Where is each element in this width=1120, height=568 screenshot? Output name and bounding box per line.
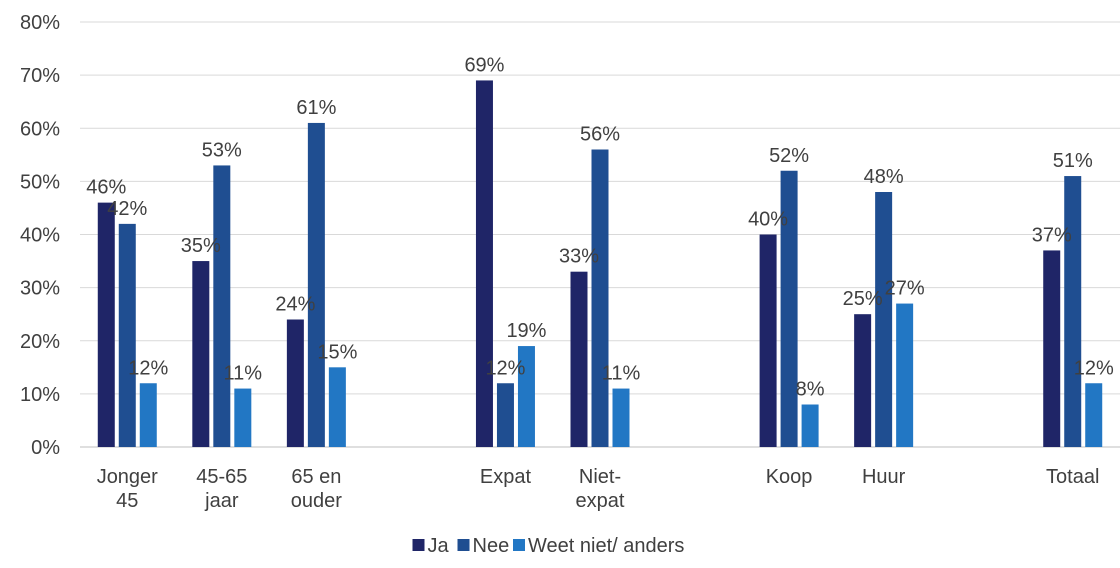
legend-item-weet-niet-anders: Weet niet/ anders: [513, 535, 684, 557]
bar-nee: [118, 223, 136, 447]
x-tick-label: Koop: [766, 466, 813, 488]
data-label: 25%: [843, 288, 883, 310]
bar-ja: [475, 80, 493, 447]
data-label: 11%: [224, 363, 263, 385]
bar-ja: [1043, 250, 1061, 447]
data-label: 61%: [296, 97, 336, 119]
data-label: 27%: [885, 278, 925, 300]
data-label: 56%: [580, 124, 620, 146]
legend-label: Weet niet/ anders: [528, 535, 684, 557]
legend-label: Nee: [473, 535, 510, 557]
bar-weet-niet-anders: [896, 303, 914, 447]
data-label: 8%: [796, 379, 825, 401]
bar-ja: [759, 234, 777, 447]
bars: [97, 80, 1103, 447]
bar-ja: [286, 319, 304, 447]
bar-weet-niet-anders: [612, 388, 630, 447]
legend: Ja Nee Weet niet/ anders: [412, 535, 684, 557]
data-label: 48%: [864, 166, 904, 188]
bar-ja: [854, 314, 872, 447]
legend-swatch: [412, 539, 425, 551]
bar-weet-niet-anders: [517, 346, 535, 447]
data-label: 12%: [1074, 357, 1114, 379]
legend-label: Ja: [428, 535, 450, 557]
bar-ja: [97, 202, 115, 447]
bar-ja: [570, 271, 588, 447]
data-label: 11%: [602, 363, 641, 385]
y-tick-label: 20%: [20, 331, 60, 353]
bar-weet-niet-anders: [139, 383, 157, 447]
bar-nee: [1064, 176, 1082, 447]
bar-nee: [307, 122, 325, 447]
y-tick-label: 80%: [20, 12, 60, 34]
data-label: 52%: [769, 145, 809, 167]
data-label: 37%: [1032, 224, 1072, 246]
y-tick-label: 60%: [20, 118, 60, 140]
bar-ja: [192, 261, 210, 447]
data-label: 19%: [506, 320, 546, 342]
bar-nee: [875, 192, 893, 447]
bar-weet-niet-anders: [234, 388, 252, 447]
bar-nee: [591, 149, 609, 447]
x-tick-label: Huur: [862, 466, 906, 488]
data-label: 69%: [464, 54, 504, 76]
bar-nee: [780, 170, 798, 447]
y-tick-label: 0%: [31, 437, 60, 459]
data-label: 33%: [559, 246, 599, 268]
bar-weet-niet-anders: [801, 404, 819, 447]
bar-nee: [213, 165, 231, 447]
y-tick-label: 50%: [20, 171, 60, 193]
x-tick-label: 65 en ouder: [291, 466, 342, 512]
legend-swatch: [457, 539, 470, 551]
data-label: 40%: [748, 209, 788, 231]
legend-swatch: [513, 539, 525, 551]
y-tick-label: 40%: [20, 225, 60, 247]
data-labels: 46% 35% 24% 69% 33% 40% 25% 37% 42% 53% 61% 12% 56% 5…: [86, 54, 1114, 400]
data-label: 15%: [317, 341, 357, 363]
data-label: 12%: [128, 357, 168, 379]
bar-weet-niet-anders: [328, 367, 346, 447]
bar-weet-niet-anders: [1085, 383, 1103, 447]
data-label: 35%: [181, 235, 221, 257]
x-tick-label: Expat: [480, 466, 532, 488]
y-tick-label: 30%: [20, 278, 60, 300]
data-label: 51%: [1053, 150, 1093, 172]
legend-item-nee: Nee: [457, 535, 510, 557]
data-label: 46%: [86, 177, 126, 199]
data-label: 42%: [107, 198, 147, 220]
x-tick-label: 45-65 jaar: [196, 466, 247, 512]
y-tick-label: 70%: [20, 65, 60, 87]
y-axis-tick-labels: 0% 10% 20% 30% 40% 50% 60% 70% 80%: [20, 12, 60, 459]
legend-item-ja: Ja: [412, 535, 450, 557]
x-axis-tick-labels: Jonger 45 45-65 jaar 65 en ouder Expat Niet-exp…: [97, 466, 1100, 512]
bar-nee: [496, 383, 514, 447]
y-tick-label: 10%: [20, 384, 60, 406]
data-label: 53%: [202, 139, 242, 161]
x-tick-label: Jonger 45: [97, 466, 158, 512]
x-tick-label: Totaal: [1046, 466, 1099, 488]
x-tick-label: Niet-expat: [576, 466, 625, 512]
data-label: 12%: [485, 357, 525, 379]
data-label: 24%: [275, 294, 315, 316]
